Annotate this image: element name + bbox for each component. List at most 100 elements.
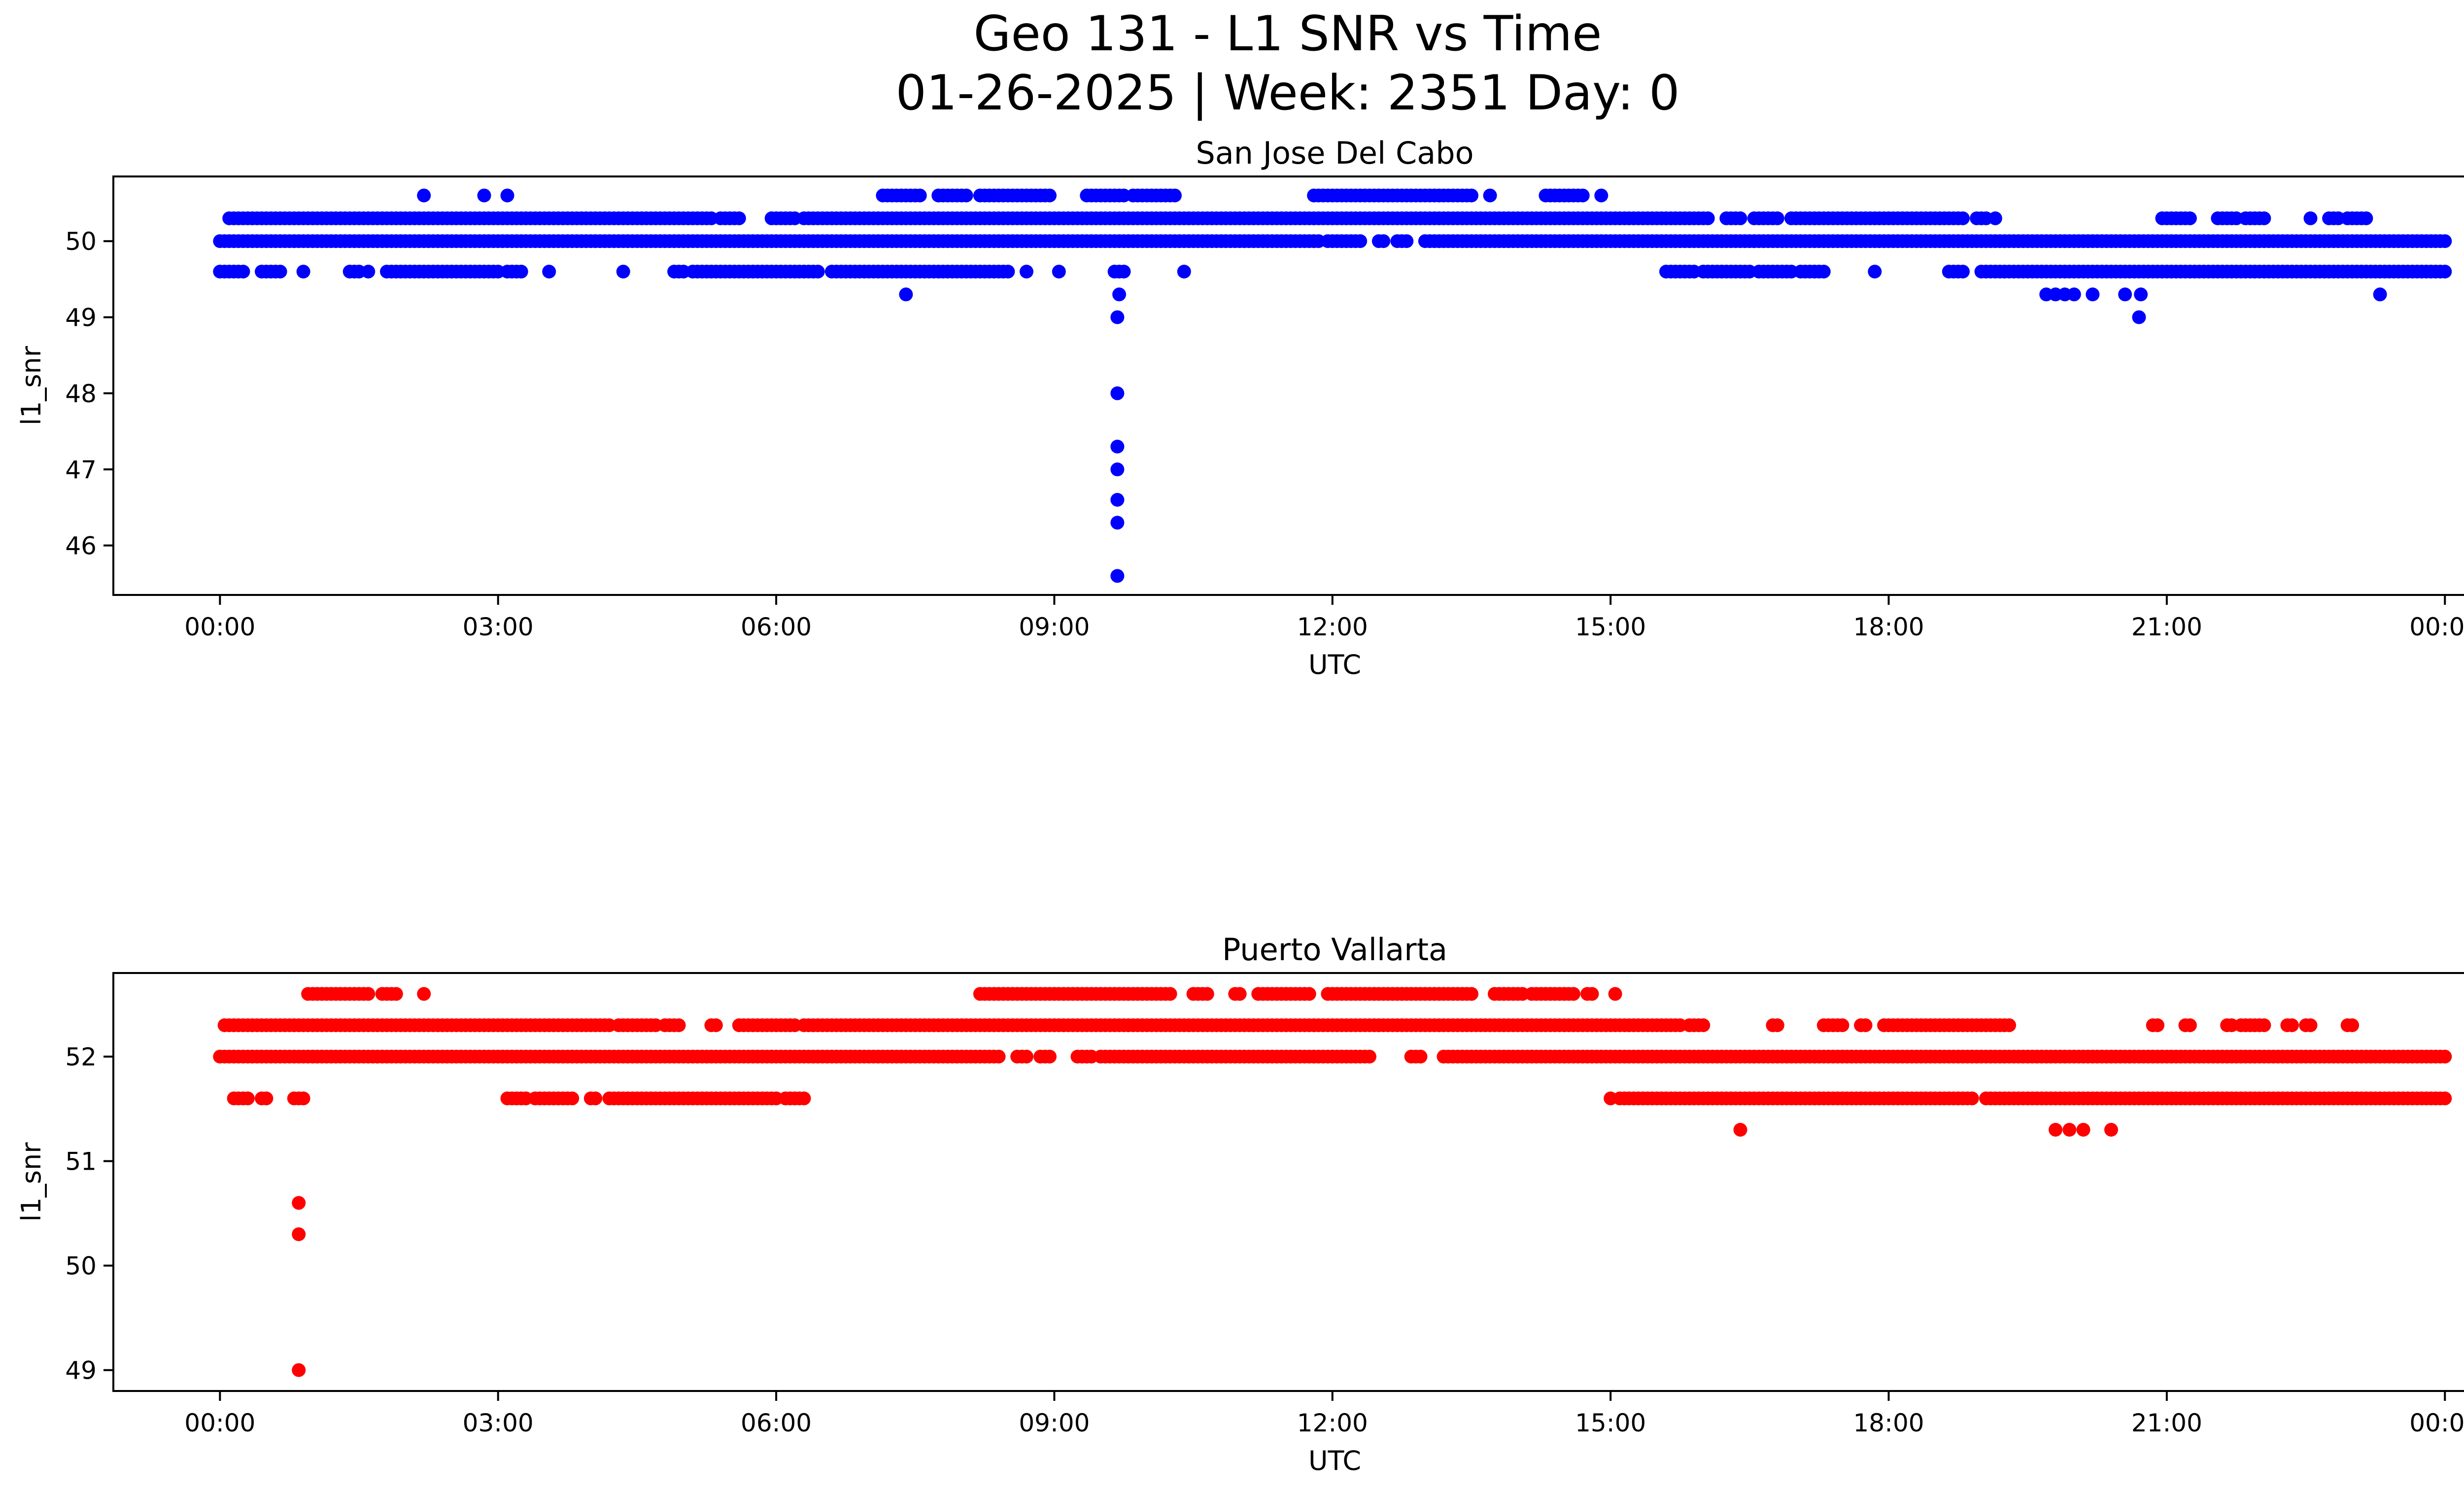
chart-0-point (236, 265, 250, 278)
chart-0-point (1594, 188, 1608, 203)
chart-0-point (2373, 287, 2387, 302)
chart-0-point (1052, 265, 1066, 278)
chart-1-point (2303, 1018, 2318, 1032)
figure-title-line2: 01-26-2025 | Week: 2351 Day: 0 (896, 65, 1680, 121)
chart-0-point (514, 265, 528, 278)
chart-0-xtick-label: 00:00 (184, 613, 255, 641)
chart-0-xtick-label: 21:00 (2131, 613, 2202, 641)
chart-0-point (1110, 440, 1125, 453)
chart-1-point (565, 1091, 580, 1106)
chart-1-point (259, 1091, 274, 1106)
chart-0-point (1110, 569, 1125, 583)
chart-0-point (1110, 493, 1125, 507)
chart-1-point (1770, 1018, 1784, 1032)
chart-1-markers (213, 987, 2452, 1377)
chart-1-point (1835, 1018, 1849, 1032)
chart-1-point (2285, 1018, 2299, 1032)
chart-0-point (2132, 310, 2146, 324)
chart-1-xtick-label: 09:00 (1019, 1409, 1090, 1437)
chart-0-point (477, 188, 491, 203)
chart-0-point (2183, 211, 2197, 225)
chart-1-xtick-label: 21:00 (2131, 1409, 2202, 1437)
chart-0-point (1376, 234, 1391, 248)
chart-0-point (616, 265, 630, 278)
chart-1-xtick-label: 00:00 (184, 1409, 255, 1437)
chart-1-ytick-label: 52 (65, 1043, 97, 1072)
chart-0-point (1483, 188, 1497, 203)
chart-1-point (1232, 987, 1247, 1001)
chart-0-point (1770, 211, 1784, 225)
chart-0-xtick-label: 06:00 (741, 613, 812, 641)
chart-0-point (1733, 211, 1747, 225)
chart-0-point (1168, 188, 1182, 203)
chart-0-point (1956, 265, 1970, 278)
chart-1-point (292, 1196, 306, 1210)
chart-0-point (1575, 188, 1590, 203)
figure-title-line1: Geo 131 - L1 SNR vs Time (974, 6, 1602, 62)
chart-0-point (2438, 265, 2452, 278)
chart-1-point (361, 987, 376, 1001)
chart-1-point (1302, 987, 1316, 1001)
chart-1-point (1858, 1018, 1873, 1032)
chart-1-xtick-label: 15:00 (1575, 1409, 1646, 1437)
chart-0-ytick-label: 48 (65, 380, 97, 408)
chart-0-point (732, 211, 746, 225)
chart-0-point (1043, 188, 1057, 203)
chart-0-title: San Jose Del Cabo (1196, 135, 1473, 171)
chart-0-xtick-label: 00:00 (2409, 613, 2464, 641)
chart-0-axes-frame (112, 175, 2464, 596)
chart-1-ytick-label: 51 (65, 1147, 97, 1176)
chart-1-point (2183, 1018, 2197, 1032)
chart-1-point (672, 1018, 686, 1032)
chart-1-title: Puerto Vallarta (1222, 932, 1447, 968)
chart-1-point (2002, 1018, 2017, 1032)
chart-1-point (2438, 1049, 2452, 1064)
chart-1-point (389, 987, 403, 1001)
chart-1-point (1608, 987, 1622, 1001)
chart-0-point (273, 265, 287, 278)
plot-puerto-vallarta: Puerto Vallarta 49 50 51 52 00:00 03:00 06:00 09… (16, 932, 2464, 1476)
chart-1-xlabel: UTC (1308, 1445, 1361, 1476)
chart-1-xtick-label: 12:00 (1297, 1409, 1368, 1437)
chart-0-point (1353, 234, 1368, 248)
chart-0-point (361, 265, 376, 278)
chart-0-point (899, 287, 913, 302)
chart-1-point (2076, 1123, 2090, 1137)
chart-0-xtick-label: 18:00 (1853, 613, 1924, 641)
chart-1-point (292, 1227, 306, 1241)
chart-0-ytick-label: 50 (65, 227, 97, 256)
chart-1-point (1566, 987, 1580, 1001)
chart-0-point (1868, 265, 1882, 278)
chart-0-point (2303, 211, 2318, 225)
chart-0-point (1110, 516, 1125, 530)
chart-1-point (797, 1091, 811, 1106)
chart-1-xtick-label: 00:00 (2409, 1409, 2464, 1437)
chart-0-point (1112, 287, 1127, 302)
chart-0-point (1816, 265, 1831, 278)
chart-1-point (1465, 987, 1478, 1001)
chart-0-point (1110, 462, 1125, 477)
chart-0-point (959, 188, 973, 203)
chart-1-point (1413, 1049, 1428, 1064)
chart-0-point (2438, 234, 2452, 248)
chart-0-point (296, 265, 310, 278)
chart-0-point (1117, 265, 1131, 278)
chart-0-point (1177, 265, 1191, 278)
chart-0-point (1400, 234, 1414, 248)
chart-1-ylabel: l1_snr (16, 1142, 47, 1222)
chart-0-point (811, 265, 825, 278)
chart-1-point (1733, 1123, 1747, 1137)
chart-1-axes-frame (112, 972, 2464, 1392)
chart-1-point (2062, 1123, 2077, 1137)
chart-1-ytick-label: 50 (65, 1252, 97, 1281)
chart-1-point (1696, 1018, 1711, 1032)
chart-1-xtick-label: 06:00 (741, 1409, 812, 1437)
chart-0-point (2134, 287, 2148, 302)
chart-0-point (913, 188, 927, 203)
chart-1-point (709, 1018, 723, 1032)
chart-0-xlabel: UTC (1308, 649, 1361, 680)
chart-1-point (2049, 1123, 2063, 1137)
chart-1-point (292, 1363, 306, 1377)
chart-0-point (2086, 287, 2100, 302)
